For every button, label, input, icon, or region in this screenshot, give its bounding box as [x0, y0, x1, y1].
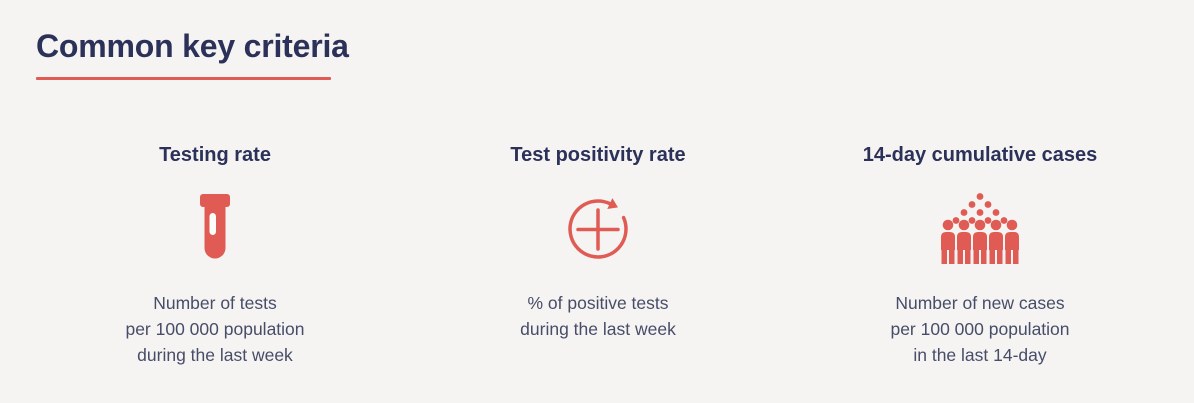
header: Common key criteria — [0, 0, 1194, 80]
description-line: in the last 14-day — [913, 344, 1047, 365]
person-figure — [973, 219, 987, 264]
criterion-test-positivity-rate: Test positivity rate % of positive tests… — [430, 143, 766, 368]
crowd-icon — [938, 192, 1022, 264]
person-figure — [1005, 219, 1019, 264]
positivity-cycle-icon — [565, 192, 631, 264]
person-figure — [941, 219, 955, 264]
criterion-title: 14-day cumulative cases — [862, 143, 1098, 166]
description-line: per 100 000 population — [125, 318, 305, 339]
description-line: % of positive tests — [527, 292, 669, 313]
criterion-description: Number of tests per 100 000 population d… — [125, 290, 304, 368]
criterion-description: % of positive tests during the last week — [520, 290, 676, 342]
person-figure — [989, 219, 1003, 264]
description-line: per 100 000 population — [890, 318, 1070, 339]
title-underline — [36, 76, 331, 80]
description-line: during the last week — [137, 344, 293, 365]
criterion-title: Testing rate — [159, 143, 271, 166]
criteria-row: Testing rate Number of tests per 100 000… — [0, 143, 1194, 368]
criterion-title: Test positivity rate — [510, 143, 686, 166]
criterion-testing-rate: Testing rate Number of tests per 100 000… — [0, 143, 430, 368]
criterion-14-day-cumulative-cases: 14-day cumulative cases — [766, 143, 1194, 368]
page-title: Common key criteria — [36, 28, 349, 64]
description-line: Number of tests — [153, 292, 277, 313]
description-line: Number of new cases — [895, 292, 1065, 313]
description-line: during the last week — [520, 318, 676, 339]
test-tube-icon — [199, 192, 231, 264]
person-figure — [957, 219, 971, 264]
criterion-description: Number of new cases per 100 000 populati… — [890, 290, 1069, 368]
